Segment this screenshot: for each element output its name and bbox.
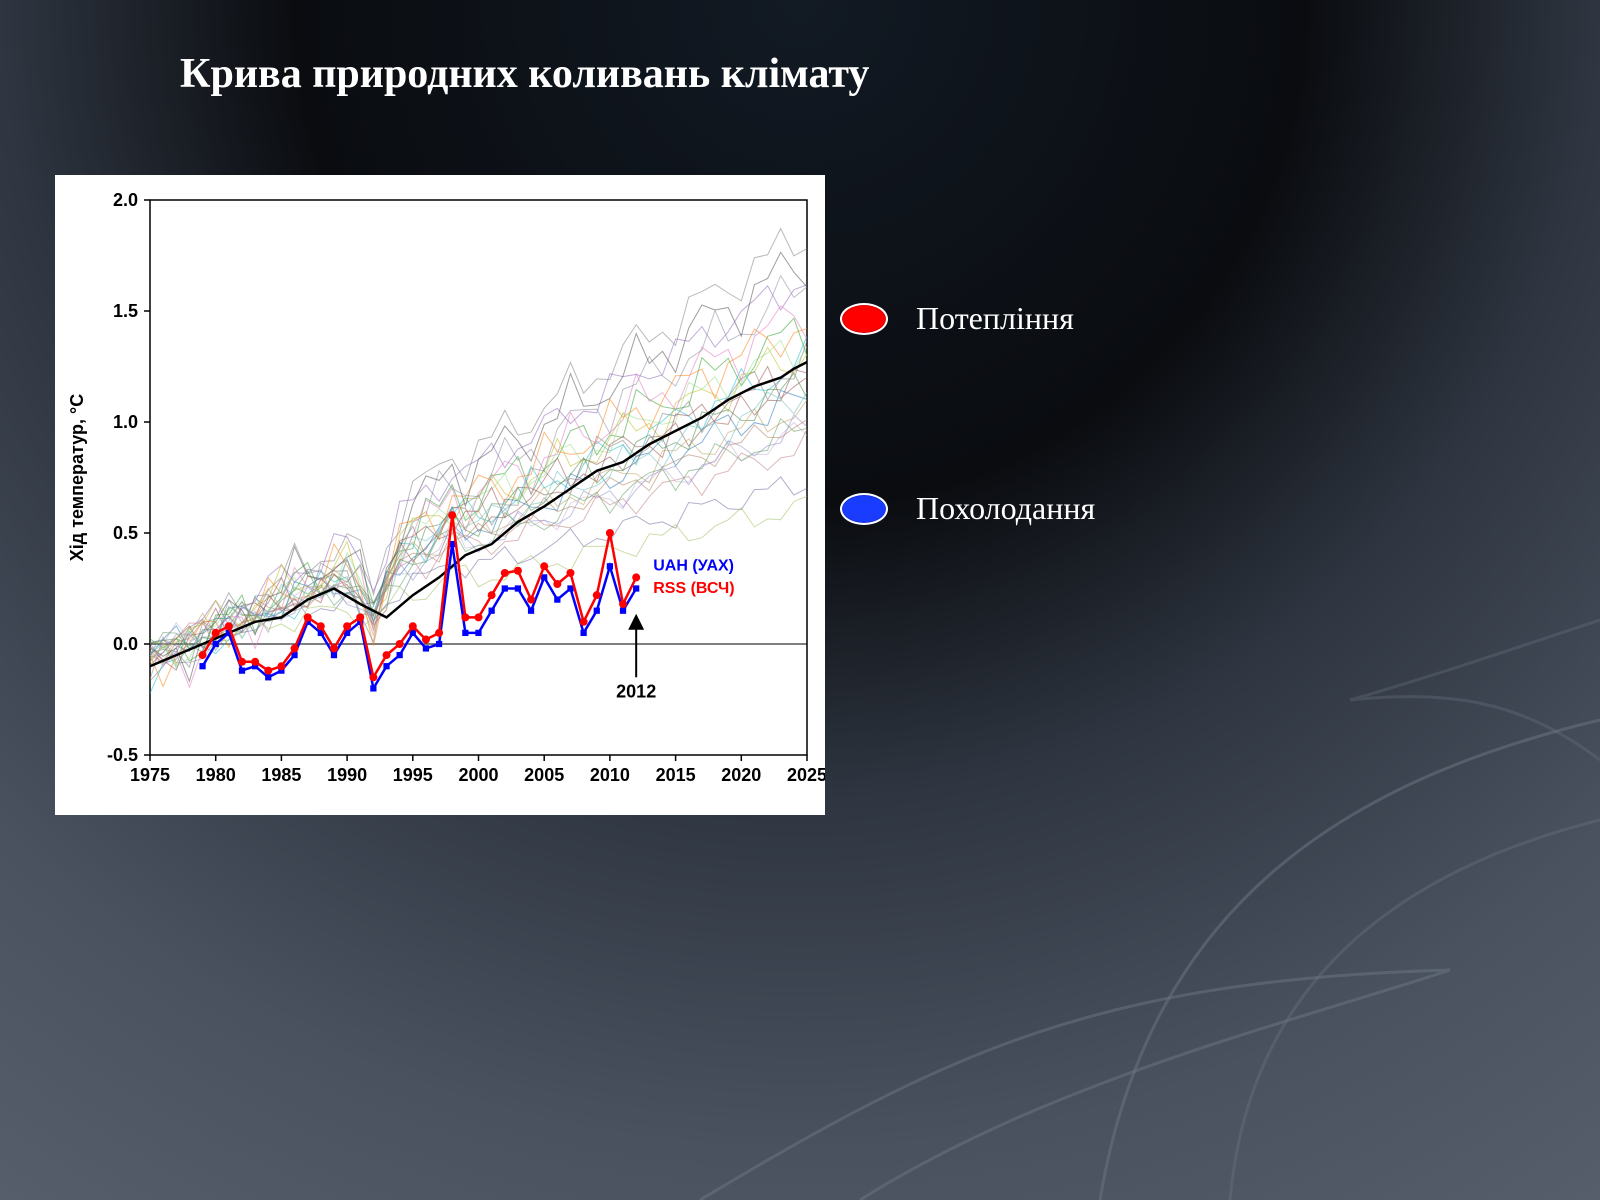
series-marker	[594, 608, 600, 614]
ensemble-line	[150, 336, 807, 693]
x-tick-label: 1980	[196, 765, 236, 785]
series-marker	[462, 630, 468, 636]
x-tick-label: 1995	[393, 765, 433, 785]
series-label-0: UAH (УАХ)	[653, 558, 734, 575]
series-marker	[554, 596, 560, 602]
series-marker	[514, 567, 522, 575]
series-marker	[199, 651, 207, 659]
legend-label-0: Потепління	[916, 300, 1074, 337]
legend-item-0: Потепління	[840, 300, 1074, 337]
series-marker	[238, 658, 246, 666]
ensemble-line	[150, 229, 807, 668]
series-marker	[265, 674, 271, 680]
series-marker	[620, 608, 626, 614]
y-tick-label: 2.0	[113, 190, 138, 210]
x-tick-label: 2015	[656, 765, 696, 785]
series-marker	[343, 622, 351, 630]
series-marker	[397, 652, 403, 658]
series-marker	[607, 563, 613, 569]
series-marker	[593, 591, 601, 599]
x-tick-label: 2020	[721, 765, 761, 785]
x-tick-label: 1990	[327, 765, 367, 785]
chart-container: -0.5 0.0 0.5 1.0 1.5 2.0 1975 1980 1985 1990 1995 2…	[55, 175, 825, 815]
x-tick-label: 2005	[524, 765, 564, 785]
series-marker	[251, 658, 259, 666]
plot-frame	[150, 200, 807, 755]
series-marker	[436, 641, 442, 647]
x-tick-label: 2025	[787, 765, 825, 785]
series-marker	[566, 569, 574, 577]
series-marker	[369, 673, 377, 681]
x-tick-label: 2010	[590, 765, 630, 785]
series-marker	[580, 630, 586, 636]
series-marker	[527, 596, 535, 604]
annotation-label: 2012	[616, 681, 656, 701]
legend-swatch-0	[840, 303, 888, 335]
series-marker	[304, 613, 312, 621]
x-tick-label: 1985	[261, 765, 301, 785]
legend-label-1: Похолодання	[916, 490, 1095, 527]
slide: Крива природних коливань клімату -0.5 0.0…	[0, 0, 1600, 1200]
series-marker	[277, 662, 285, 670]
series-marker	[317, 622, 325, 630]
series-marker	[409, 622, 417, 630]
series-marker	[331, 652, 337, 658]
series-marker	[199, 663, 205, 669]
series-marker	[489, 608, 495, 614]
series-marker	[383, 663, 389, 669]
series-marker	[212, 629, 220, 637]
line-chart: -0.5 0.0 0.5 1.0 1.5 2.0 1975 1980 1985 1990 1995 2…	[55, 175, 825, 815]
legend-item-1: Похолодання	[840, 490, 1095, 527]
series-marker	[370, 685, 376, 691]
series-marker	[488, 591, 496, 599]
y-tick-label: 0.5	[113, 523, 138, 543]
series-marker	[606, 529, 614, 537]
series-marker	[567, 585, 573, 591]
series-marker	[502, 585, 508, 591]
series-label-1: RSS (ВСЧ)	[653, 580, 734, 597]
legend-swatch-1	[840, 493, 888, 525]
series-marker	[396, 640, 404, 648]
y-tick-label: -0.5	[107, 745, 138, 765]
series-marker	[213, 641, 219, 647]
series-marker	[580, 618, 588, 626]
series-marker	[632, 573, 640, 581]
x-tick-label: 2000	[458, 765, 498, 785]
series-marker	[633, 585, 639, 591]
series-marker	[264, 667, 272, 675]
slide-title: Крива природних коливань клімату	[180, 50, 869, 98]
series-marker	[515, 585, 521, 591]
series-marker	[475, 630, 481, 636]
series-marker	[356, 613, 364, 621]
series-marker	[528, 608, 534, 614]
series-marker	[619, 600, 627, 608]
series-marker	[435, 629, 443, 637]
series-marker	[383, 651, 391, 659]
series-marker	[291, 644, 299, 652]
series-marker	[225, 622, 233, 630]
y-tick-label: 1.5	[113, 301, 138, 321]
series-marker	[540, 562, 548, 570]
series-marker	[501, 569, 509, 577]
x-tick-label: 1975	[130, 765, 170, 785]
series-marker	[423, 645, 429, 651]
series-marker	[330, 644, 338, 652]
series-marker	[422, 636, 430, 644]
y-tick-label: 1.0	[113, 412, 138, 432]
y-tick-label: 0.0	[113, 634, 138, 654]
series-marker	[553, 580, 561, 588]
y-axis-label: Хід температур, °C	[67, 394, 87, 561]
series-marker	[475, 613, 483, 621]
series-marker	[448, 511, 456, 519]
series-marker	[461, 613, 469, 621]
series-marker	[239, 668, 245, 674]
